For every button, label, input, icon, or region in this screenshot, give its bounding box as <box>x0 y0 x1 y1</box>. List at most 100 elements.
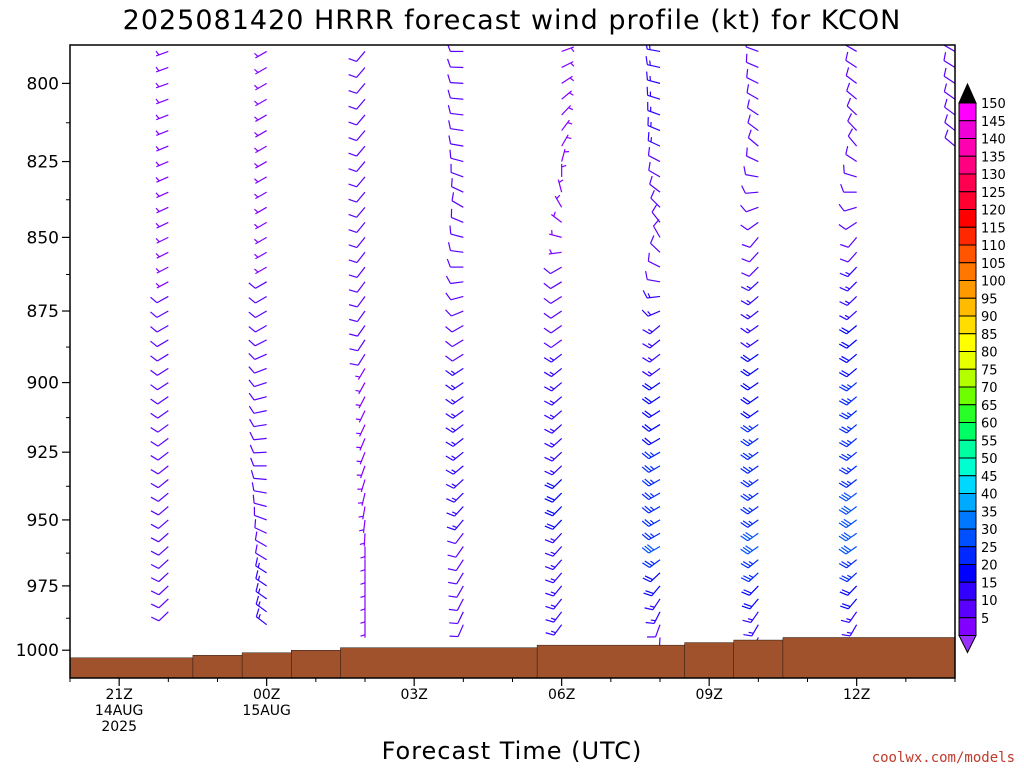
barb-feather <box>841 440 850 446</box>
barb-half-feather <box>748 507 753 512</box>
wind-barb <box>254 206 267 215</box>
barb-feather <box>449 622 458 625</box>
barb-staff <box>356 83 366 94</box>
wind-barb <box>155 191 169 199</box>
barb-staff <box>156 310 169 318</box>
barb-staff <box>846 465 858 475</box>
barb-staff <box>255 539 267 548</box>
barb-feather <box>248 352 256 360</box>
barb-feather <box>742 619 752 624</box>
wind-barb <box>740 410 759 419</box>
barb-staff <box>357 339 366 352</box>
barb-feather <box>838 386 848 392</box>
barb-staff <box>254 382 267 388</box>
wind-barb <box>543 353 563 363</box>
terrain-step <box>241 652 292 678</box>
wind-barb <box>944 114 955 132</box>
barb-staff <box>748 585 759 596</box>
barb-feather <box>642 562 650 568</box>
colorbar-cell <box>958 564 977 583</box>
wind-barb <box>255 583 268 600</box>
wind-barb <box>248 324 267 333</box>
barb-staff <box>253 410 267 414</box>
barb-staff <box>647 109 661 116</box>
wind-barb <box>846 97 858 116</box>
barb-staff <box>550 214 563 223</box>
barb-half-feather <box>254 131 259 137</box>
wind-barb <box>447 104 464 116</box>
wind-barb <box>248 366 267 374</box>
barb-half-feather <box>550 591 556 595</box>
terrain-step <box>192 655 243 678</box>
barb-feather <box>741 272 750 277</box>
barb-half-feather <box>360 555 366 559</box>
wind-barb <box>447 74 464 84</box>
barb-feather <box>740 562 749 569</box>
wind-barb <box>742 611 759 624</box>
barb-feather <box>349 318 358 323</box>
barb-feather <box>740 440 749 447</box>
wind-barb <box>150 519 169 529</box>
barb-feather <box>740 224 749 231</box>
barb-staff <box>846 325 858 335</box>
wind-profile-30 <box>543 46 575 636</box>
barb-feather <box>544 470 553 476</box>
barb-staff <box>552 546 563 557</box>
barb-feather <box>647 146 651 156</box>
barb-staff <box>943 75 955 84</box>
barb-feather <box>248 339 256 347</box>
barb-feather <box>641 480 650 487</box>
barb-half-feather <box>748 561 754 565</box>
barb-feather <box>446 498 455 503</box>
barb-feather <box>348 57 357 62</box>
barb-staff <box>745 206 759 213</box>
barb-staff <box>943 60 955 68</box>
colorbar-label: 125 <box>981 186 1006 201</box>
colorbar-cell <box>958 493 977 512</box>
barb-staff <box>647 140 661 147</box>
barb-feather <box>348 121 357 126</box>
barb-feather <box>448 581 457 585</box>
barb-feather <box>248 311 256 318</box>
wind-barb <box>348 161 366 173</box>
barb-staff <box>253 423 267 428</box>
barb-feather <box>150 577 160 583</box>
barb-staff <box>751 624 759 637</box>
barb-feather <box>348 259 358 264</box>
barb-half-feather <box>360 582 366 585</box>
barb-feather <box>838 343 848 349</box>
barb-staff <box>553 611 563 623</box>
barb-staff <box>847 598 858 610</box>
wind-barb <box>641 396 661 405</box>
wind-barb <box>356 465 366 479</box>
barb-feather <box>349 362 359 366</box>
wind-barb <box>741 237 759 248</box>
barb-staff <box>253 437 267 441</box>
barb-feather <box>348 229 357 234</box>
barb-staff <box>451 216 464 223</box>
barb-staff <box>847 135 858 147</box>
barb-feather <box>642 329 651 335</box>
barb-feather <box>248 379 255 387</box>
barb-feather <box>644 437 652 444</box>
colorbar-cell <box>958 546 977 565</box>
barb-feather <box>543 371 552 378</box>
wind-barb <box>357 479 366 493</box>
barb-staff <box>156 206 169 214</box>
barb-feather <box>838 509 847 515</box>
barb-feather <box>641 398 650 405</box>
barb-staff <box>648 169 661 178</box>
wind-barb <box>447 532 464 545</box>
barb-staff <box>548 233 562 238</box>
y-axis: 800 825 850 875 900 925 950 975 1000 <box>16 74 70 661</box>
wind-barb <box>944 129 955 147</box>
wind-barb <box>740 353 759 363</box>
barb-staff <box>845 532 858 542</box>
x-tick-label: 12Z <box>843 687 870 703</box>
wind-profile-32 <box>641 45 664 663</box>
wind-barb <box>445 396 464 405</box>
barb-half-feather <box>748 631 754 634</box>
barb-half-feather <box>846 439 852 444</box>
wind-barb <box>356 451 366 465</box>
barb-staff <box>748 572 759 583</box>
